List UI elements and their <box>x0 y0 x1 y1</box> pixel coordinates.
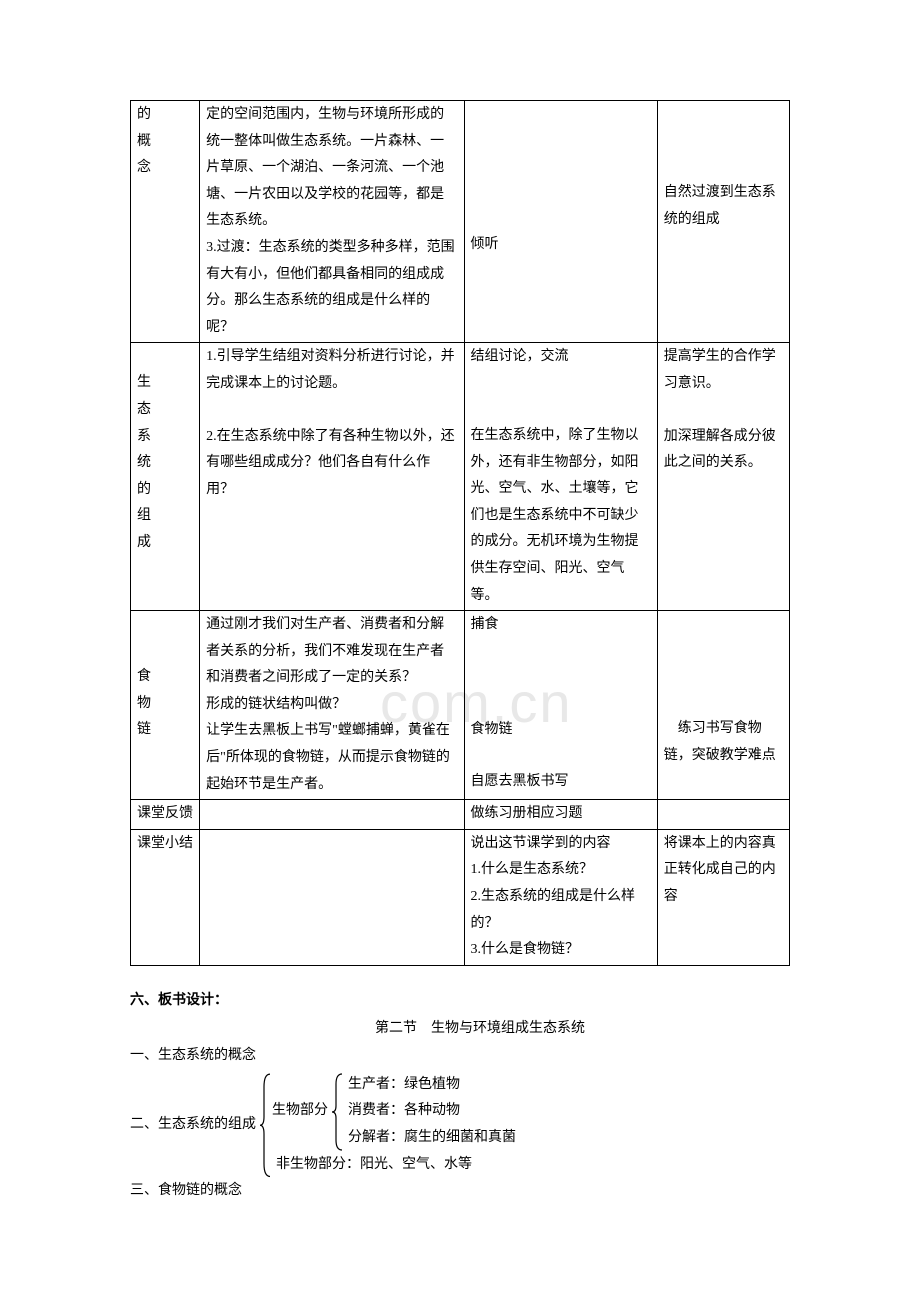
bio-part-container: 生物部分 生产者：绿色植物 消费者：各种动物 分解者：腐生的细菌和真菌 <box>272 1072 520 1152</box>
bio-items: 生产者：绿色植物 消费者：各种动物 分解者：腐生的细菌和真菌 <box>344 1072 520 1152</box>
cell-empty <box>200 800 464 830</box>
bracket-small <box>330 1072 344 1152</box>
table-row: 生 态 系 统 的 组 成 1.引导学生结组对资料分析进行讨论，并完成课本上的讨… <box>131 343 790 611</box>
producer-item: 生产者：绿色植物 <box>344 1072 520 1099</box>
cell-student-activity: 倾听 <box>464 101 657 343</box>
teacher-p2: 形成的链状结构叫做？ <box>206 692 457 719</box>
table-row: 的 概 念 定的空间范围内，生物与环境所形成的统一整体叫做生态系统。一片森林、一… <box>131 101 790 343</box>
board-outline: 一、生态系统的概念 二、生态系统的组成 生物部分 生产者：绿色植物 消费者：各种… <box>130 1043 790 1205</box>
cell-design-intent: 自然过渡到生态系统的组成 <box>657 101 789 343</box>
cell-empty <box>657 800 789 830</box>
student-p3: 自愿去黑板书写 <box>471 769 651 796</box>
composition-label-text: 生 态 系 统 的 组 成 <box>137 370 193 556</box>
teacher-p1: 1.引导学生结组对资料分析进行讨论，并完成课本上的讨论题。 <box>206 344 457 397</box>
outline-item-1: 一、生态系统的概念 <box>130 1043 790 1070</box>
cell-student-activity: 说出这节课学到的内容 1.什么是生态系统？ 2.生态系统的组成是什么样的？ 3.… <box>464 829 657 965</box>
cell-design-intent: 提高学生的合作学习意识。 加深理解各成分彼此之间的关系。 <box>657 343 789 611</box>
teacher-p2: 2.在生态系统中除了有各种生物以外，还有哪些组成成分？他们各自有什么作用？ <box>206 424 457 504</box>
cell-concept-label: 的 概 念 <box>131 101 200 343</box>
decomposer-item: 分解者：腐生的细菌和真菌 <box>344 1125 520 1152</box>
cell-foodchain-label: 食 物 链 <box>131 611 200 800</box>
cell-design-intent: 练习书写食物链，突破教学难点 <box>657 611 789 800</box>
student-p1: 捕食 <box>471 612 651 639</box>
outline-item-3: 三、食物链的概念 <box>130 1178 790 1205</box>
cell-student-activity: 结组讨论，交流 在生态系统中，除了生物以外，还有非生物部分，如阳光、空气、水、土… <box>464 343 657 611</box>
cell-composition-label: 生 态 系 统 的 组 成 <box>131 343 200 611</box>
cell-empty <box>200 829 464 965</box>
composition-content: 生物部分 生产者：绿色植物 消费者：各种动物 分解者：腐生的细菌和真菌 非生物部… <box>272 1072 520 1179</box>
table-row: 食 物 链 通过刚才我们对生产者、消费者和分解者关系的分析，我们不难发现在生产者… <box>131 611 790 800</box>
student-p2: 在生态系统中，除了生物以外，还有非生物部分，如阳光、空气、水、土壤等，它们也是生… <box>471 423 651 609</box>
cell-summary-label: 课堂小结 <box>131 829 200 965</box>
concept-label-text: 的 概 念 <box>137 102 193 182</box>
consumer-item: 消费者：各种动物 <box>344 1098 520 1125</box>
intent-p1: 提高学生的合作学习意识。 <box>664 344 783 397</box>
section-6-heading: 六、板书设计： <box>130 988 790 1015</box>
cell-student-activity: 捕食 食物链 自愿去黑板书写 <box>464 611 657 800</box>
board-subtitle: 第二节 生物与环境组成生态系统 <box>130 1016 790 1043</box>
outline-item-2-label: 二、生态系统的组成 <box>130 1072 258 1179</box>
cell-student-activity: 做练习册相应习题 <box>464 800 657 830</box>
lesson-plan-table: 的 概 念 定的空间范围内，生物与环境所形成的统一整体叫做生态系统。一片森林、一… <box>130 100 790 966</box>
student-p2: 食物链 <box>471 717 651 744</box>
table-row: 课堂反馈 做练习册相应习题 <box>131 800 790 830</box>
table-row: 课堂小结 说出这节课学到的内容 1.什么是生态系统？ 2.生态系统的组成是什么样… <box>131 829 790 965</box>
abiotic-item: 非生物部分：阳光、空气、水等 <box>272 1152 520 1179</box>
bio-part-label: 生物部分 <box>272 1072 330 1152</box>
cell-teacher-activity: 通过刚才我们对生产者、消费者和分解者关系的分析，我们不难发现在生产者和消费者之间… <box>200 611 464 800</box>
teacher-p3: 让学生去黑板上书写"螳螂捕蝉，黄雀在后"所体现的食物链，从而提示食物链的起始环节… <box>206 718 457 798</box>
cell-feedback-label: 课堂反馈 <box>131 800 200 830</box>
student-listen: 倾听 <box>471 232 651 259</box>
cell-design-intent: 将课本上的内容真正转化成自己的内容 <box>657 829 789 965</box>
cell-teacher-activity: 定的空间范围内，生物与环境所形成的统一整体叫做生态系统。一片森林、一片草原、一个… <box>200 101 464 343</box>
intent-p2: 练习书写食物链，突破教学难点 <box>664 716 783 769</box>
outline-item-2-container: 二、生态系统的组成 生物部分 生产者：绿色植物 消费者：各种动物 分解者：腐生的… <box>130 1072 790 1179</box>
bracket-large <box>258 1072 272 1179</box>
intent-transition: 自然过渡到生态系统的组成 <box>664 180 783 233</box>
foodchain-label-text: 食 物 链 <box>137 664 193 744</box>
teacher-p1: 通过刚才我们对生产者、消费者和分解者关系的分析，我们不难发现在生产者和消费者之间… <box>206 612 457 692</box>
student-p1: 结组讨论，交流 <box>471 344 651 371</box>
cell-teacher-activity: 1.引导学生结组对资料分析进行讨论，并完成课本上的讨论题。 2.在生态系统中除了… <box>200 343 464 611</box>
intent-p2: 加深理解各成分彼此之间的关系。 <box>664 424 783 477</box>
